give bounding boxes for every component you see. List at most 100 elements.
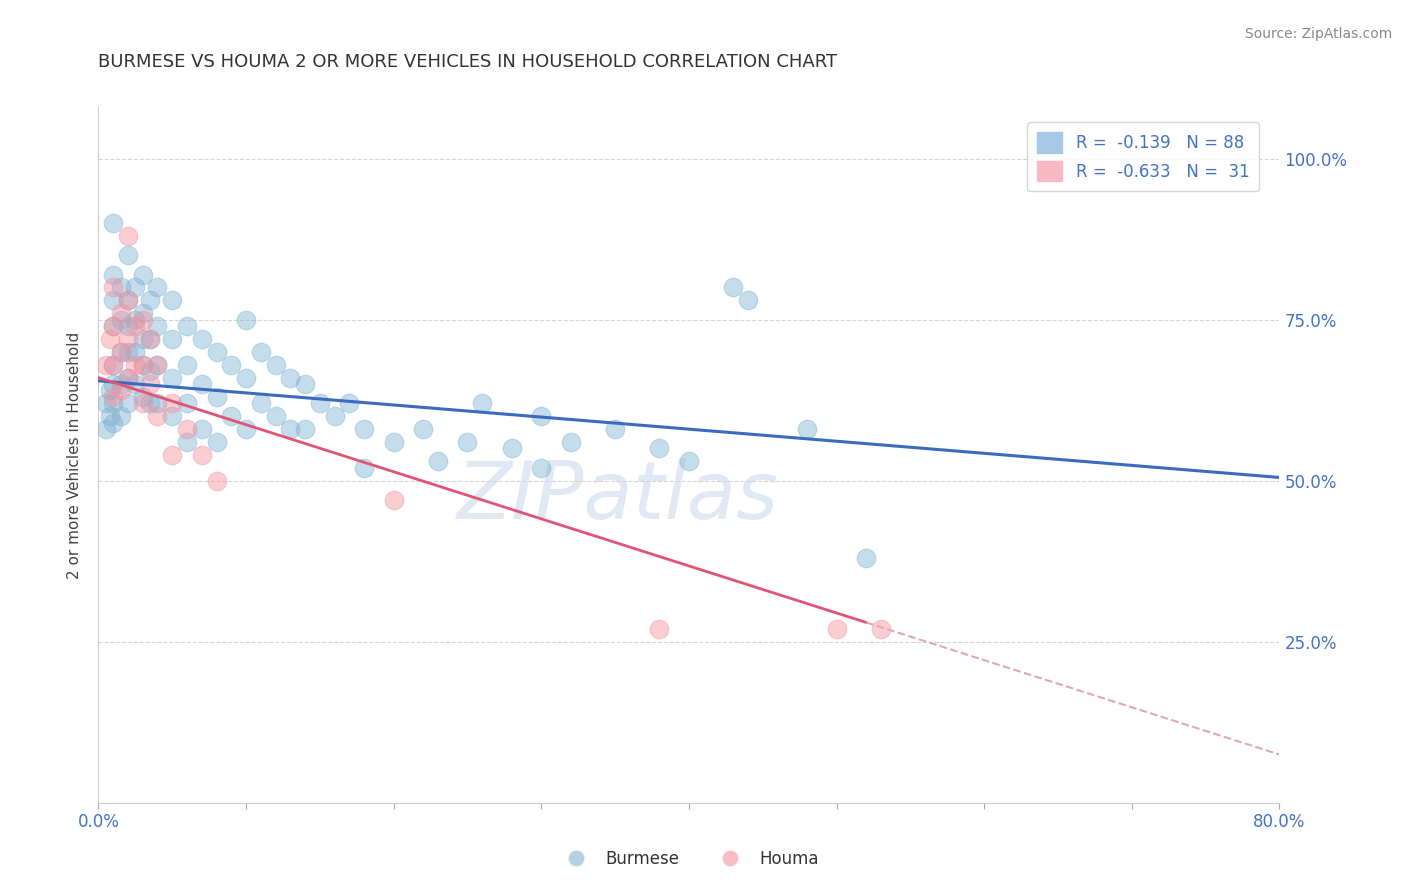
Point xyxy=(412,422,434,436)
Point xyxy=(94,358,117,372)
Point xyxy=(117,332,139,346)
Point xyxy=(278,370,302,384)
Point xyxy=(162,396,183,410)
Point xyxy=(191,448,214,462)
Point xyxy=(139,396,162,410)
Point xyxy=(235,370,257,384)
Point xyxy=(382,435,405,450)
Point xyxy=(146,319,169,334)
Point xyxy=(117,344,139,359)
Point xyxy=(110,280,132,294)
Legend: Burmese, Houma: Burmese, Houma xyxy=(553,844,825,875)
Point xyxy=(132,268,155,282)
Point xyxy=(605,422,627,436)
Point xyxy=(117,293,139,308)
Point xyxy=(98,409,121,424)
Point xyxy=(219,358,242,372)
Point xyxy=(110,306,132,320)
Point xyxy=(139,332,162,346)
Point xyxy=(124,280,146,294)
Point xyxy=(353,422,375,436)
Point xyxy=(98,332,121,346)
Point xyxy=(110,344,132,359)
Point xyxy=(103,319,125,334)
Point xyxy=(309,396,332,410)
Point xyxy=(146,280,169,294)
Point xyxy=(146,358,169,372)
Point xyxy=(117,228,139,243)
Point xyxy=(139,293,162,308)
Point xyxy=(176,435,198,450)
Point xyxy=(191,332,214,346)
Point xyxy=(162,332,183,346)
Point xyxy=(560,435,582,450)
Point xyxy=(323,409,346,424)
Point xyxy=(146,358,169,372)
Point xyxy=(124,377,146,392)
Point xyxy=(117,396,139,410)
Point xyxy=(124,312,146,326)
Point xyxy=(98,384,121,398)
Point xyxy=(94,422,117,436)
Point xyxy=(162,293,183,308)
Point xyxy=(205,435,228,450)
Point xyxy=(162,409,183,424)
Point xyxy=(103,358,125,372)
Point xyxy=(132,332,155,346)
Point xyxy=(124,358,146,372)
Point xyxy=(132,306,155,320)
Point xyxy=(648,442,671,456)
Point xyxy=(205,344,228,359)
Point xyxy=(110,384,132,398)
Point xyxy=(146,409,169,424)
Point xyxy=(796,422,818,436)
Text: Source: ZipAtlas.com: Source: ZipAtlas.com xyxy=(1244,27,1392,41)
Point xyxy=(294,377,316,392)
Point xyxy=(132,312,155,326)
Point xyxy=(176,319,198,334)
Point xyxy=(110,344,132,359)
Point xyxy=(219,409,242,424)
Y-axis label: 2 or more Vehicles in Household: 2 or more Vehicles in Household xyxy=(67,331,83,579)
Point xyxy=(471,396,494,410)
Point xyxy=(94,396,117,410)
Point xyxy=(103,358,125,372)
Point xyxy=(117,248,139,262)
Point xyxy=(278,422,302,436)
Point xyxy=(176,422,198,436)
Point xyxy=(110,377,132,392)
Point xyxy=(110,409,132,424)
Point xyxy=(264,358,287,372)
Point xyxy=(339,396,360,410)
Text: ZIPatlas: ZIPatlas xyxy=(457,458,779,536)
Point xyxy=(235,312,257,326)
Point xyxy=(103,280,125,294)
Point xyxy=(825,622,848,636)
Point xyxy=(103,293,125,308)
Point xyxy=(103,216,125,230)
Point xyxy=(162,448,183,462)
Point xyxy=(162,370,183,384)
Point xyxy=(176,396,198,410)
Text: BURMESE VS HOUMA 2 OR MORE VEHICLES IN HOUSEHOLD CORRELATION CHART: BURMESE VS HOUMA 2 OR MORE VEHICLES IN H… xyxy=(98,54,838,71)
Point xyxy=(132,358,155,372)
Point xyxy=(869,622,891,636)
Point xyxy=(501,442,523,456)
Point xyxy=(146,396,169,410)
Point xyxy=(250,396,273,410)
Point xyxy=(139,377,162,392)
Point xyxy=(235,422,257,436)
Point xyxy=(427,454,450,468)
Point xyxy=(530,409,553,424)
Point xyxy=(382,493,405,508)
Point xyxy=(855,551,877,566)
Point xyxy=(103,390,125,404)
Point xyxy=(103,416,125,430)
Point xyxy=(191,377,214,392)
Point xyxy=(737,293,759,308)
Point xyxy=(191,422,214,436)
Point xyxy=(456,435,478,450)
Point xyxy=(132,396,155,410)
Point xyxy=(139,364,162,378)
Point xyxy=(117,370,139,384)
